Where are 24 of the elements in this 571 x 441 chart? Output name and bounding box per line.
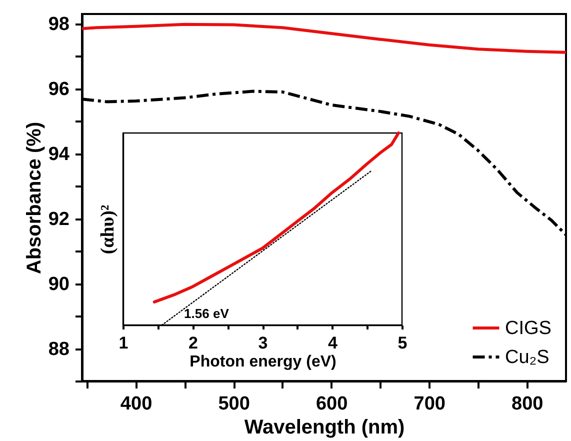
y-tick-label: 90 [48,274,70,296]
y-axis-title: Absorbance (%) [23,122,46,274]
line-series [80,22,568,54]
annotation: 1.56 eV [184,306,230,321]
x-tick-label: 500 [218,394,250,414]
x-axis-title: Photon energy (eV) [190,354,336,370]
x-tick-label: 700 [414,394,446,414]
x-tick-label: 1 [118,334,128,352]
legend-label: CIGS [505,318,552,339]
x-tick-label: 800 [512,394,544,414]
y-tick-label: 94 [48,144,70,166]
x-tick-label: 400 [120,394,152,414]
y-tick-label: 98 [48,14,70,36]
y-tick-label: 96 [48,79,70,100]
x-tick-label: 600 [316,394,348,414]
x-tick-label: 5 [398,334,408,352]
x-tick-label: 3 [258,334,268,352]
x-tick-label: 4 [328,334,338,352]
y-axis-title: (αhυ)² [98,204,118,254]
x-axis-title: Wavelength (nm) [244,416,405,438]
x-tick-label: 2 [188,334,198,352]
legend-label: Cu₂S [505,347,550,368]
y-tick-label: 88 [48,339,70,360]
y-tick-label: 92 [48,209,70,230]
